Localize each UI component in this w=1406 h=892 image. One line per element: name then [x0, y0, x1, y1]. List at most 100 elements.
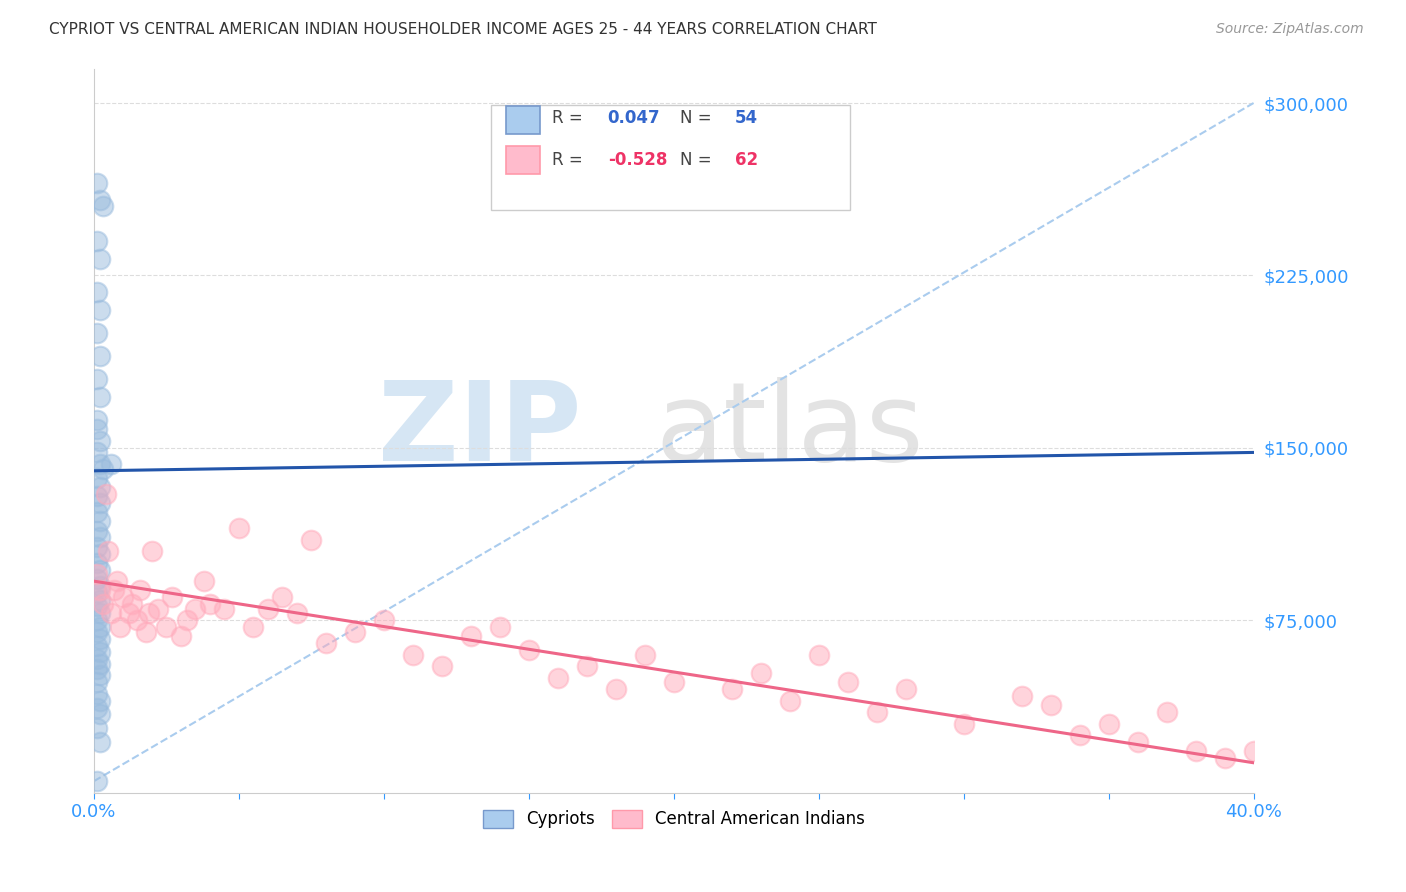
Point [86, 505, 108, 519]
Legend: Cypriots, Central American Indians: Cypriots, Central American Indians [477, 803, 872, 835]
Bar [506, 146, 540, 174]
Point [118, 607, 141, 621]
Point [89, 496, 111, 510]
Point [634, 648, 657, 662]
Point [86, 413, 108, 427]
Point [1126, 735, 1149, 749]
Point [86, 661, 108, 675]
Point [89, 193, 111, 207]
Point [315, 636, 337, 650]
Text: 0.047: 0.047 [607, 110, 661, 128]
Point [89, 252, 111, 267]
Point [141, 544, 163, 558]
Point [1213, 751, 1236, 765]
Point [100, 457, 122, 471]
FancyBboxPatch shape [491, 104, 851, 210]
Point [430, 659, 453, 673]
Point [89, 735, 111, 749]
Point [91, 597, 114, 611]
Point [103, 583, 125, 598]
Point [89, 457, 111, 471]
Point [86, 652, 108, 666]
Point [105, 574, 128, 589]
Point [89, 607, 111, 621]
Point [97, 544, 120, 558]
Point [86, 556, 108, 570]
Point [1243, 744, 1265, 758]
Point [86, 639, 108, 653]
Point [198, 597, 221, 611]
Point [86, 540, 108, 554]
Point [807, 648, 830, 662]
Point [86, 774, 108, 789]
Point [86, 572, 108, 586]
Text: 62: 62 [735, 151, 758, 169]
Point [89, 434, 111, 448]
Point [91, 199, 114, 213]
Point [89, 592, 111, 607]
Point [86, 721, 108, 735]
Point [89, 302, 111, 317]
Point [89, 645, 111, 659]
Text: R =: R = [553, 110, 588, 128]
Point [89, 657, 111, 671]
Point [89, 668, 111, 682]
Point [86, 687, 108, 701]
Point [1098, 716, 1121, 731]
Point [86, 524, 108, 538]
Text: R =: R = [553, 151, 588, 169]
Point [89, 707, 111, 722]
Point [866, 705, 889, 719]
Point [86, 700, 108, 714]
Point [228, 521, 250, 535]
Point [1184, 744, 1206, 758]
Point [86, 326, 108, 340]
Point [517, 643, 540, 657]
Point [214, 601, 236, 615]
Text: Source: ZipAtlas.com: Source: ZipAtlas.com [1216, 22, 1364, 37]
Point [94, 487, 117, 501]
Point [129, 583, 152, 598]
Point [89, 390, 111, 404]
Point [952, 716, 974, 731]
Point [575, 659, 598, 673]
Point [160, 591, 183, 605]
Point [138, 607, 160, 621]
Point [86, 599, 108, 614]
Point [86, 177, 108, 191]
Point [108, 620, 131, 634]
Point [127, 613, 149, 627]
Point [121, 597, 143, 611]
Point [1069, 728, 1091, 742]
Point [89, 531, 111, 545]
Point [135, 624, 157, 639]
Point [176, 613, 198, 627]
Point [146, 601, 169, 615]
Text: atlas: atlas [655, 377, 924, 484]
Point [779, 694, 801, 708]
Point [91, 461, 114, 475]
Point [111, 591, 134, 605]
Point [89, 694, 111, 708]
Point [605, 682, 627, 697]
Point [86, 234, 108, 248]
Point [402, 648, 425, 662]
Point [86, 422, 108, 436]
Point [547, 671, 569, 685]
Point [170, 629, 193, 643]
Point [894, 682, 917, 697]
Point [155, 620, 177, 634]
Point [100, 607, 122, 621]
Point [89, 480, 111, 494]
Text: N =: N = [679, 110, 717, 128]
Point [285, 607, 308, 621]
Point [460, 629, 482, 643]
Point [89, 515, 111, 529]
Point [86, 675, 108, 690]
Point [271, 591, 294, 605]
Point [373, 613, 395, 627]
Point [86, 471, 108, 485]
Point [86, 372, 108, 386]
Point [86, 445, 108, 459]
Point [86, 624, 108, 639]
